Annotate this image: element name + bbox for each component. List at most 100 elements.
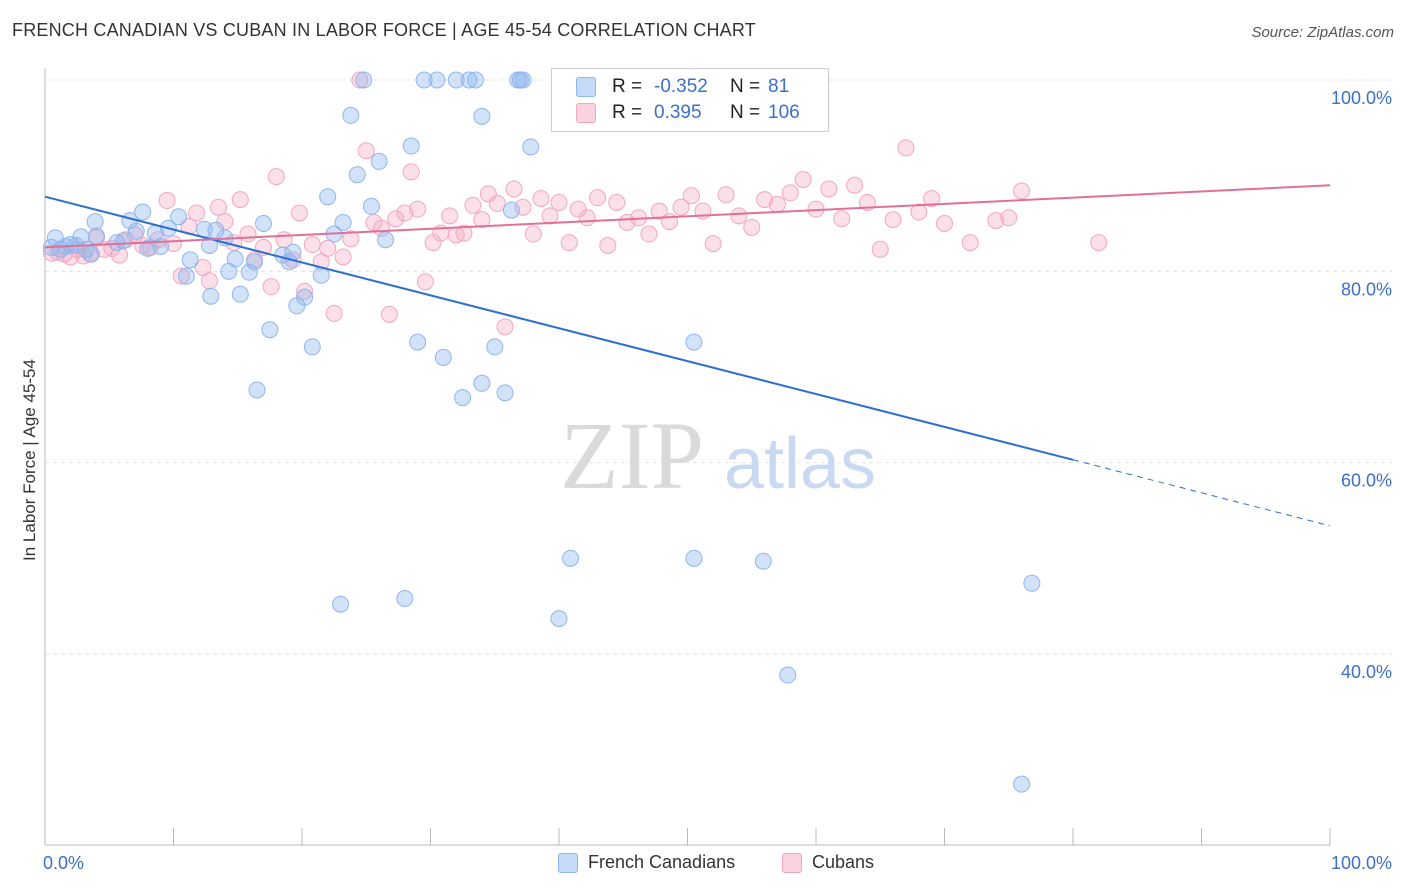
cubans-point xyxy=(200,272,218,290)
french-canadians-point xyxy=(502,201,520,219)
cubans-point xyxy=(488,194,506,212)
cubans-point xyxy=(334,248,352,266)
french-canadians-point xyxy=(396,590,414,608)
cubans-point xyxy=(357,142,375,160)
cubans-point xyxy=(550,193,568,211)
french-canadians-point xyxy=(415,71,433,89)
cubans-point xyxy=(239,225,257,243)
french-canadians-point xyxy=(254,215,272,232)
french-canadians-point xyxy=(261,321,279,339)
french-canadians-point xyxy=(362,197,380,215)
series-legend-cubans[interactable]: Cubans xyxy=(782,852,874,873)
french-canadians-point xyxy=(245,253,263,271)
cubans-point xyxy=(704,235,722,253)
series-legend: French Canadians Cubans xyxy=(0,852,1406,878)
cubans-point xyxy=(756,191,774,209)
cubans-point xyxy=(1013,182,1031,200)
legend-r-label: R = xyxy=(612,76,643,97)
cubans-point xyxy=(473,211,491,229)
cubans-point xyxy=(505,180,523,198)
y-tick-label: 80.0% xyxy=(1341,279,1392,299)
cubans-point xyxy=(380,305,398,323)
cubans-point xyxy=(650,202,668,220)
legend-row-french-canadians: R = -0.352 N = 81 xyxy=(576,75,789,99)
cubans-point xyxy=(303,236,321,254)
french-canadians-point xyxy=(1013,775,1031,793)
cubans-point xyxy=(111,246,129,264)
french-canadians-point xyxy=(134,203,152,221)
french-canadians-point xyxy=(139,239,157,257)
french-canadians-point xyxy=(428,71,446,89)
watermark-zip: ZIP xyxy=(560,402,704,509)
cubans-point xyxy=(165,235,182,253)
chart-title: FRENCH CANADIAN VS CUBAN IN LABOR FORCE … xyxy=(12,20,756,40)
legend-swatch-blue xyxy=(576,77,596,97)
cubans-point xyxy=(231,191,249,209)
cubans-point xyxy=(682,187,700,205)
french-canadians-point xyxy=(319,188,337,206)
cubans-point xyxy=(387,210,405,228)
french-canadians-point xyxy=(240,263,258,281)
french-canadians-point xyxy=(170,208,188,226)
cubans-point xyxy=(524,225,542,243)
french-canadians-point xyxy=(550,610,568,628)
trend-lines xyxy=(44,184,1331,527)
french-canadians-point xyxy=(202,287,220,305)
watermark: ZIP atlas xyxy=(560,402,876,509)
cubans-point xyxy=(717,186,735,204)
cubans-point xyxy=(479,185,497,203)
cubans-point xyxy=(267,168,285,186)
cubans-point xyxy=(209,198,227,216)
cubans-point xyxy=(608,193,626,211)
cubans-point xyxy=(569,200,587,218)
french-canadians-point xyxy=(127,222,145,240)
x-tick-label: 100.0% xyxy=(1331,853,1392,873)
cubans-trend-line xyxy=(44,184,1331,249)
french-canadians-point xyxy=(87,227,105,245)
french-canadians-point xyxy=(226,250,244,268)
french-canadians-point xyxy=(562,549,580,567)
french-canadians-point xyxy=(296,288,314,306)
cubans-point xyxy=(936,215,953,232)
french-canadians-points xyxy=(42,71,1041,793)
cubans-point xyxy=(961,234,979,252)
axes xyxy=(44,68,1331,846)
french-canadians-point xyxy=(248,381,266,399)
series-swatch-pink xyxy=(782,852,802,873)
french-canadians-point xyxy=(685,549,703,567)
french-canadians-point xyxy=(231,285,249,303)
french-canadians-point xyxy=(355,71,373,89)
watermark-atlas: atlas xyxy=(724,424,876,504)
cubans-point xyxy=(455,224,473,242)
french-canadians-point xyxy=(779,666,797,684)
cubans-point xyxy=(640,225,658,243)
french-canadians-point xyxy=(342,106,360,124)
cubans-point xyxy=(464,196,482,214)
cubans-point xyxy=(158,192,176,210)
cubans-point xyxy=(319,239,337,257)
french-canadians-point xyxy=(522,138,540,156)
series-legend-label: Cubans xyxy=(812,852,875,872)
legend-row-cubans: R = 0.395 N = 106 xyxy=(576,101,800,125)
cubans-point xyxy=(768,195,786,213)
y-tick-label: 100.0% xyxy=(1331,88,1392,108)
series-legend-label: French Canadians xyxy=(588,852,736,872)
cubans-point xyxy=(578,209,596,227)
y-tick-label: 40.0% xyxy=(1341,662,1392,682)
tick-labels: 100.0% 80.0% 60.0% 40.0% 0.0% 100.0% xyxy=(43,88,1392,873)
cubans-point xyxy=(262,278,280,296)
french-canadians-point xyxy=(473,107,491,125)
cubans-point xyxy=(351,71,369,89)
french-canadians-point xyxy=(754,552,772,570)
cubans-point xyxy=(884,211,902,229)
gridlines xyxy=(45,79,1392,655)
cubans-point xyxy=(441,207,459,225)
french-canadians-point xyxy=(332,595,350,613)
x-tick-label: 0.0% xyxy=(43,853,84,873)
series-legend-french-canadians[interactable]: French Canadians xyxy=(558,852,735,873)
french-canadians-point xyxy=(348,166,366,184)
y-tick-label: 60.0% xyxy=(1341,471,1392,491)
cubans-point xyxy=(325,304,343,322)
correlation-legend: R = -0.352 N = 81 R = 0.395 N = 106 xyxy=(551,68,829,132)
cubans-point xyxy=(781,184,799,202)
